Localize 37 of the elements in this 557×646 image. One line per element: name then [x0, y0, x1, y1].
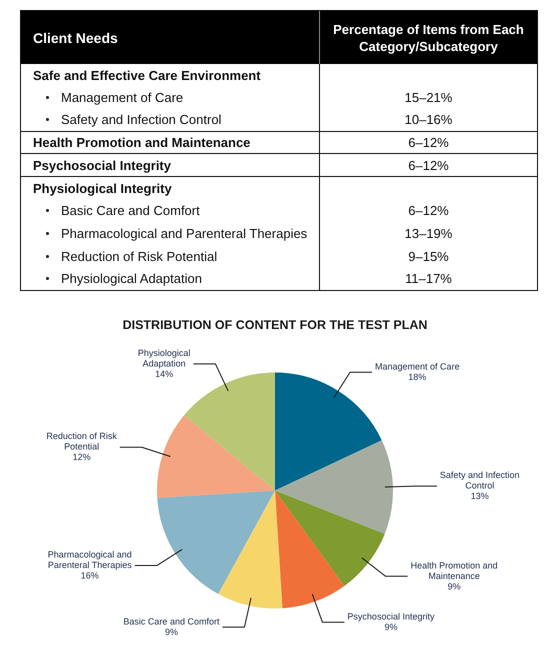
text: 6–12%: [408, 203, 449, 218]
text: Psychosocial Integrity: [33, 158, 171, 173]
slice-label: Basic Care and Comfort: [123, 616, 220, 626]
text: Safety and Infection Control: [61, 112, 222, 128]
text: 10–16%: [404, 112, 452, 128]
slice-label: Pharmacological and Parenteral Therapies: [48, 550, 132, 570]
text: 9–15%: [408, 248, 449, 264]
slice-label: Management of Care: [375, 362, 460, 372]
text: Pharmacological and Parenteral Therapies: [61, 226, 308, 241]
slice-label: Reduction of Risk Potential: [46, 431, 118, 452]
data-label: 13%: [470, 491, 489, 502]
data-label: 18%: [408, 372, 426, 382]
text: Physiological Adaptation: [61, 271, 202, 286]
data-label: 14%: [155, 368, 174, 379]
data-label: 16%: [80, 570, 99, 580]
text: 6–12%: [408, 135, 449, 150]
slice-label: Health Promotion and Maintenance: [410, 560, 498, 581]
chart-title: DISTRIBUTION OF CONTENT FOR THE TEST PLAN: [122, 318, 428, 332]
text: 11–17%: [405, 271, 452, 286]
data-label: 9%: [448, 581, 461, 592]
text: 13–19%: [404, 226, 452, 241]
data-label: 9%: [164, 626, 178, 637]
text: Client Needs: [33, 30, 118, 46]
slice-label: Safety and Infection Control: [440, 470, 520, 491]
text: Basic Care and Comfort: [61, 203, 200, 218]
text: 15–21%: [404, 90, 452, 106]
text: Percentage of Items from Each Category/Subcategory: [332, 20, 525, 54]
text: 6–12%: [408, 158, 449, 173]
text: Health Promotion and Maintenance: [33, 135, 250, 150]
data-label: 12%: [72, 452, 91, 462]
data-label: 9%: [384, 622, 398, 632]
slice-label: Psychosocial Integrity: [347, 611, 435, 622]
text: Safe and Effective Care Environment: [33, 68, 261, 83]
text: Physiological Integrity: [33, 180, 172, 196]
slice-label: Physiological Adaptation: [138, 348, 190, 368]
text: Reduction of Risk Potential: [61, 248, 218, 264]
text: Management of Care: [61, 90, 184, 106]
